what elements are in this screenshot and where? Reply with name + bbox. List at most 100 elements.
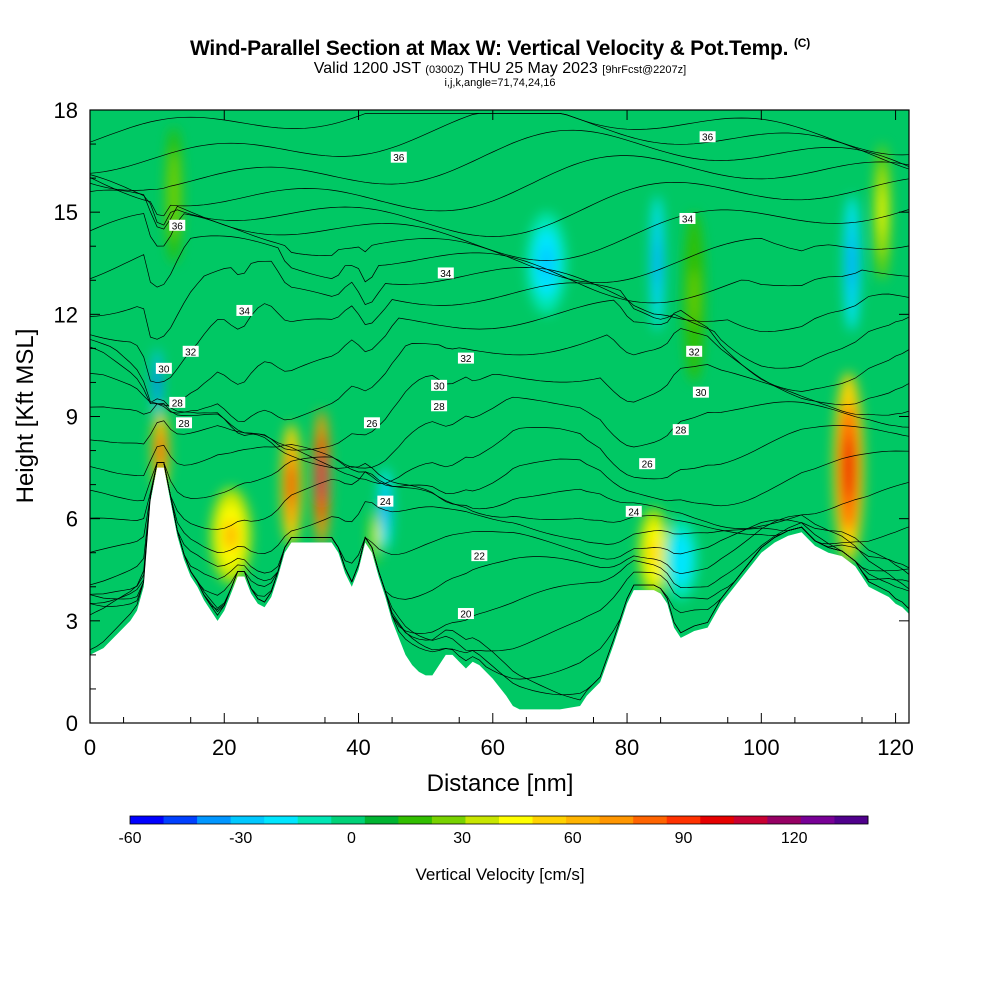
theta-contour-line	[90, 444, 909, 507]
y-tick-label: 6	[66, 507, 78, 532]
contour-label: 32	[457, 352, 474, 365]
contour-label: 28	[175, 417, 192, 430]
theta-contour-line	[90, 299, 909, 407]
contour-label-text: 32	[689, 347, 701, 358]
theta-contour-line	[90, 282, 909, 384]
x-tick-label: 20	[212, 735, 236, 760]
theta-contour-line	[90, 328, 909, 422]
theta-contour-line	[90, 129, 909, 191]
theta-contour-line	[90, 189, 909, 261]
contour-label: 30	[692, 386, 709, 399]
contour-label-box	[437, 267, 454, 279]
velocity-cell	[675, 545, 687, 574]
colorbar-segment	[700, 816, 735, 824]
contour-label-text: 34	[682, 214, 694, 225]
contour-label: 32	[182, 345, 199, 358]
theta-contour-line	[90, 462, 909, 572]
contour-label: 22	[471, 550, 488, 563]
colorbar-segment	[767, 816, 802, 824]
contour-label-box	[692, 386, 709, 398]
contour-label-text: 24	[380, 497, 392, 508]
x-tick-label: 120	[877, 735, 914, 760]
contour-label-text: 30	[695, 388, 707, 399]
theta-contour-line	[90, 235, 909, 304]
contour-label: 26	[363, 417, 380, 430]
contour-label-box	[457, 608, 474, 620]
contour-label-text: 26	[642, 460, 654, 471]
velocity-cell	[318, 455, 325, 501]
contour-label: 20	[457, 608, 474, 621]
velocity-cell	[373, 526, 378, 545]
theta-contours	[90, 113, 909, 701]
velocity-cell	[648, 537, 659, 568]
contour-label-text: 24	[628, 507, 640, 518]
colorbar-segment	[633, 816, 668, 824]
contour-label-box	[471, 550, 488, 562]
colorbar-tick-label: -30	[229, 830, 252, 847]
colorbar-segment	[834, 816, 869, 824]
contour-label-box	[182, 345, 199, 357]
contour-label-box	[155, 362, 172, 374]
contour-label-box	[431, 400, 448, 412]
contour-label: 24	[625, 505, 642, 518]
contour-label-box	[457, 352, 474, 364]
contour-label: 32	[686, 345, 703, 358]
colorbar-segment	[230, 816, 265, 824]
contour-label-box	[686, 345, 703, 357]
contour-label: 36	[699, 131, 716, 144]
contour-label-box	[175, 417, 192, 429]
x-tick-label: 80	[615, 735, 639, 760]
contour-label: 28	[431, 400, 448, 413]
contour-label-box	[679, 212, 696, 224]
contour-label-box	[169, 219, 186, 231]
y-axis-title: Height [Kft MSL]	[12, 329, 39, 504]
x-axis-title: Distance [nm]	[427, 770, 574, 797]
valid-date: THU 25 May 2023	[467, 60, 598, 77]
colorbar-segment	[130, 816, 165, 824]
contour-label-box	[377, 495, 394, 507]
theta-contour-line	[90, 462, 909, 634]
chart-subtitle: Valid 1200 JST (0300Z) THU 25 May 2023 […	[0, 60, 1000, 78]
colorbar-frame	[129, 815, 869, 825]
contour-label-box	[390, 151, 407, 163]
velocity-cell	[224, 519, 238, 552]
theta-contour-line	[90, 155, 909, 217]
colorbar-tick-label: 120	[781, 830, 808, 847]
colorbar-tick-label: -60	[118, 830, 141, 847]
velocity-cell	[171, 172, 177, 218]
colorbar-segment	[532, 816, 567, 824]
velocity-cell	[879, 189, 885, 235]
theta-contour-line	[90, 260, 909, 340]
contour-label-box	[672, 424, 689, 436]
colorbar-title: Vertical Velocity [cm/s]	[415, 865, 584, 884]
contour-label-text: 34	[440, 269, 452, 280]
colorbar-segment	[733, 816, 768, 824]
contour-label-text: 32	[185, 347, 197, 358]
contour-label: 34	[679, 212, 696, 225]
colorbar-segment	[297, 816, 332, 824]
copyright-mark: (C)	[793, 36, 811, 50]
plot-area: 36 36 36 34 34 34 32 32 32 30 30 30 28 28 28 28 26 26 24 24…	[90, 110, 909, 723]
colorbar-segment	[431, 816, 466, 824]
contour-label-text: 22	[474, 552, 486, 563]
contour-label-text: 28	[675, 426, 687, 437]
contour-label-box	[639, 458, 656, 470]
valid-utc: (0300Z)	[425, 64, 464, 76]
contour-label-text: 28	[178, 419, 190, 430]
contour-label-box	[699, 131, 716, 143]
colorbar-tick-label: 0	[347, 830, 356, 847]
theta-contour-line	[90, 462, 909, 592]
terrain-mask	[90, 467, 909, 723]
contour-label: 36	[169, 219, 186, 232]
y-tick-label: 18	[54, 98, 78, 123]
contour-label-box	[431, 379, 448, 391]
theta-contour-line	[90, 462, 909, 604]
contour-label-box	[363, 417, 380, 429]
theta-contour-line	[90, 456, 909, 529]
contour-label-text: 36	[172, 221, 184, 232]
colorbar-segment	[398, 816, 433, 824]
colorbar-segment	[566, 816, 601, 824]
theta-contour-line	[90, 113, 909, 156]
